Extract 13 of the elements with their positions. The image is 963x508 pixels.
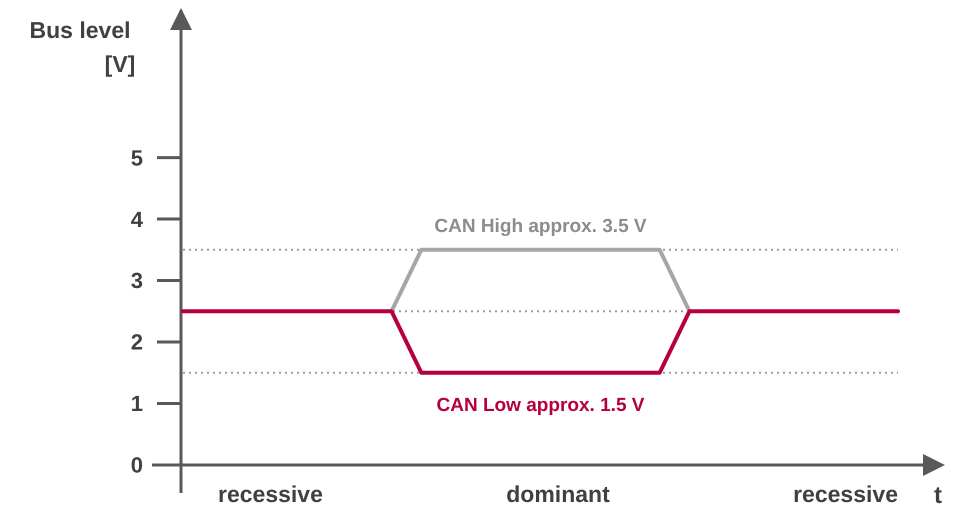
y-tick-label: 5	[130, 145, 143, 170]
text: dominant	[506, 481, 610, 507]
y-tick-label: 0	[130, 452, 143, 478]
text: recessive	[218, 481, 323, 507]
series-label: CAN High approx. 3.5 V	[434, 216, 647, 237]
y-tick-label: 3	[130, 268, 143, 294]
y-tick-label: 2	[130, 330, 143, 355]
y-tick-label: 1	[130, 391, 143, 416]
x-axis-title: t	[934, 482, 942, 508]
y-axis-title: Bus level [V]	[30, 17, 136, 77]
text: recessive	[793, 481, 898, 507]
series-label: CAN Low approx. 1.5 V	[436, 394, 645, 416]
y-tick-label: 4	[130, 206, 144, 232]
